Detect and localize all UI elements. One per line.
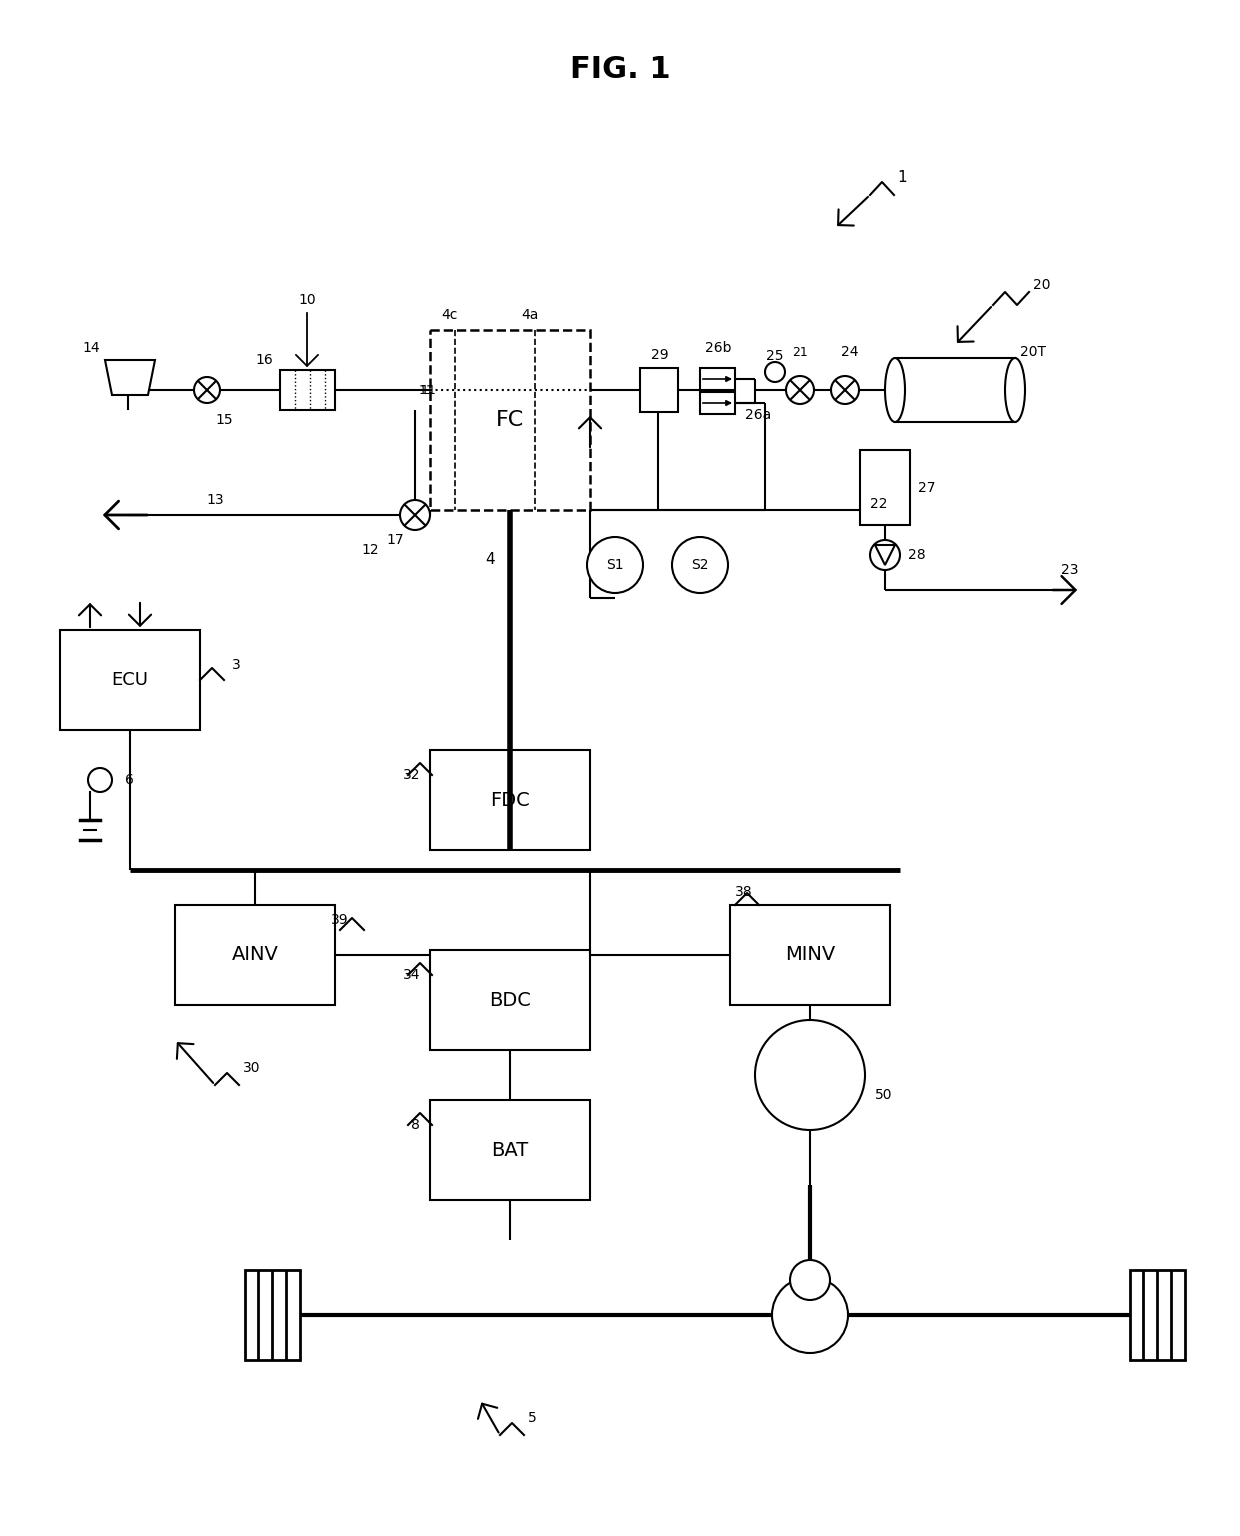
Circle shape — [765, 362, 785, 382]
Text: 4: 4 — [485, 553, 495, 567]
Circle shape — [755, 1020, 866, 1130]
Text: FIG. 1: FIG. 1 — [569, 55, 671, 84]
Circle shape — [193, 376, 219, 402]
Text: S2: S2 — [691, 558, 709, 571]
Text: BAT: BAT — [491, 1141, 528, 1160]
Circle shape — [672, 538, 728, 593]
Ellipse shape — [1004, 358, 1025, 422]
Bar — [730, 905, 890, 1005]
Text: ECU: ECU — [112, 671, 149, 690]
Text: 26b: 26b — [704, 341, 732, 355]
Circle shape — [88, 768, 112, 793]
Text: 34: 34 — [403, 968, 420, 982]
Bar — [1130, 1270, 1185, 1359]
Text: 22: 22 — [870, 498, 888, 511]
Text: 4c: 4c — [441, 309, 459, 323]
Circle shape — [786, 376, 813, 404]
Text: 26a: 26a — [745, 409, 771, 422]
Text: 15: 15 — [215, 413, 233, 427]
Text: 32: 32 — [403, 768, 420, 782]
Text: 13: 13 — [206, 493, 223, 507]
Bar — [246, 1270, 300, 1359]
Ellipse shape — [885, 358, 905, 422]
Text: BDC: BDC — [489, 991, 531, 1009]
Text: 11: 11 — [418, 384, 434, 396]
Text: 25: 25 — [766, 349, 784, 362]
Text: AINV: AINV — [232, 946, 279, 965]
Text: 30: 30 — [243, 1061, 260, 1075]
Text: 17: 17 — [386, 533, 404, 547]
Polygon shape — [105, 359, 155, 395]
Circle shape — [870, 541, 900, 570]
Bar — [60, 630, 200, 730]
Text: 1: 1 — [897, 170, 906, 186]
Bar — [175, 905, 335, 1005]
Text: S1: S1 — [606, 558, 624, 571]
Bar — [430, 330, 590, 510]
Text: 23: 23 — [1061, 564, 1079, 578]
Text: MINV: MINV — [785, 946, 835, 965]
Text: 21: 21 — [792, 346, 808, 358]
Circle shape — [401, 501, 430, 530]
Text: 11: 11 — [420, 384, 436, 396]
Text: 50: 50 — [875, 1087, 893, 1101]
Text: 5: 5 — [528, 1412, 537, 1425]
Bar — [430, 750, 590, 849]
Bar — [701, 392, 735, 415]
Text: 38: 38 — [735, 885, 753, 899]
Bar — [430, 1100, 590, 1200]
Text: 27: 27 — [918, 481, 935, 495]
Text: FC: FC — [496, 410, 525, 430]
Text: 29: 29 — [651, 349, 668, 362]
Bar — [895, 358, 1016, 422]
Bar — [640, 369, 678, 412]
Circle shape — [790, 1260, 830, 1299]
Circle shape — [587, 538, 644, 593]
Text: 8: 8 — [412, 1118, 420, 1132]
Text: FDC: FDC — [490, 791, 529, 809]
Text: 24: 24 — [841, 346, 859, 359]
Bar — [280, 370, 335, 410]
Circle shape — [831, 376, 859, 404]
Polygon shape — [875, 545, 895, 565]
Text: 20: 20 — [1033, 278, 1050, 292]
Text: 6: 6 — [125, 773, 134, 786]
Text: 16: 16 — [255, 353, 273, 367]
Text: 20T: 20T — [1021, 346, 1047, 359]
Text: 3: 3 — [232, 657, 241, 673]
Text: 39: 39 — [331, 912, 348, 928]
Text: 14: 14 — [82, 341, 100, 355]
Bar — [861, 450, 910, 525]
Bar — [430, 949, 590, 1051]
Text: 12: 12 — [361, 544, 378, 558]
Bar — [701, 369, 735, 390]
Text: 10: 10 — [298, 293, 316, 307]
Text: 28: 28 — [908, 548, 925, 562]
Text: 4a: 4a — [521, 309, 538, 323]
Circle shape — [773, 1276, 848, 1353]
